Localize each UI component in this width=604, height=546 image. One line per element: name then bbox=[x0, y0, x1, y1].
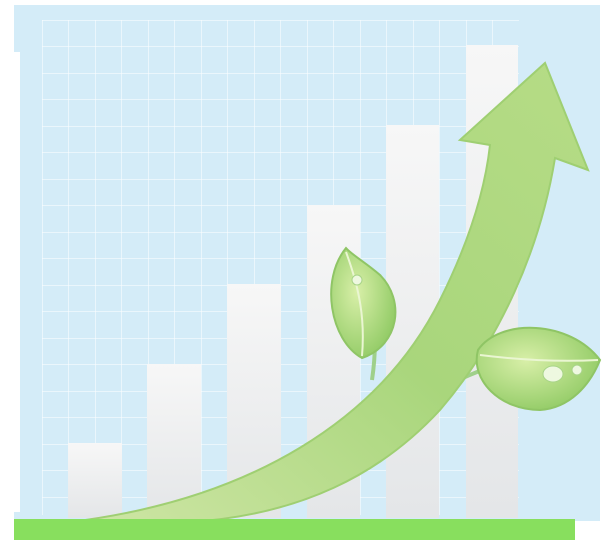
left-strip bbox=[14, 52, 20, 512]
leaf-right bbox=[475, 326, 602, 412]
bar bbox=[68, 443, 122, 518]
leaf-upper bbox=[330, 246, 397, 360]
bar bbox=[147, 364, 201, 518]
growth-arrow bbox=[69, 61, 590, 523]
ground-bar bbox=[14, 519, 575, 540]
